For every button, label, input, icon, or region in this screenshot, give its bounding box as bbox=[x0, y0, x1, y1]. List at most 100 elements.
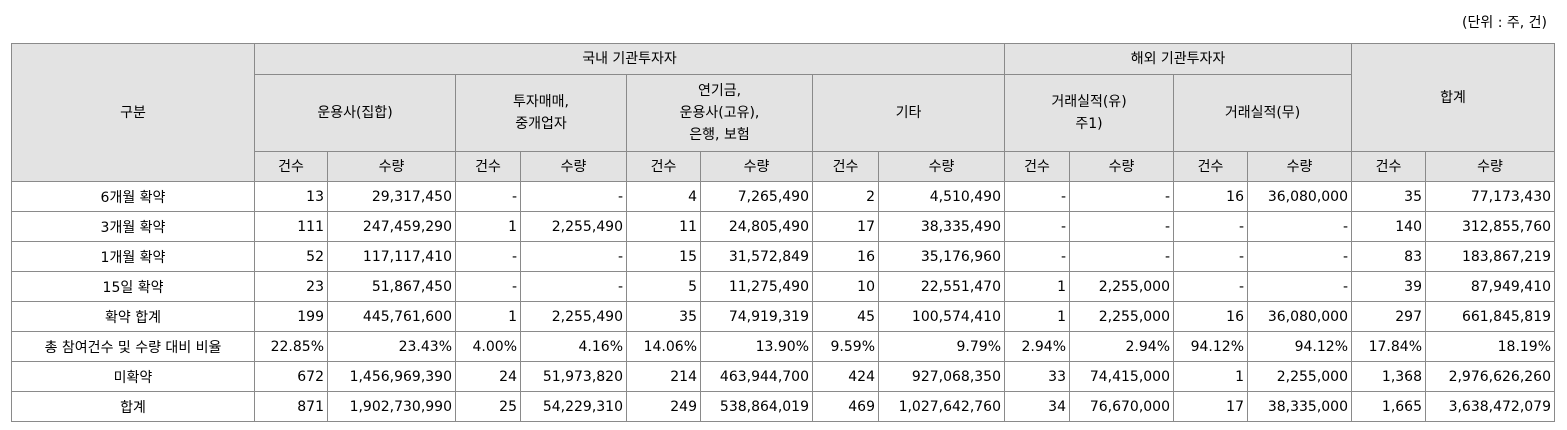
count-cell: 297 bbox=[1351, 301, 1426, 332]
count-cell: 25 bbox=[455, 391, 521, 422]
count-cell: - bbox=[455, 241, 521, 272]
count-header: 건수 bbox=[812, 151, 879, 182]
table-row: 6개월 확약 13 29,317,450- -4 7,265,490 2 4,510,490… bbox=[11, 181, 1556, 212]
quantity-cell: 927,068,350 bbox=[878, 361, 1005, 392]
unit-label: (단위 : 주, 건) bbox=[1462, 15, 1547, 31]
group-header-line: 투자매매, bbox=[513, 94, 569, 110]
count-cell: 1,368 bbox=[1351, 361, 1426, 392]
quantity-cell: - bbox=[520, 271, 627, 302]
count-cell: 15 bbox=[626, 241, 701, 272]
quantity-cell: 74,919,319 bbox=[700, 301, 813, 332]
quantity-header: 수량 bbox=[700, 151, 813, 182]
count-cell: 23 bbox=[254, 271, 328, 302]
row-label: 15일 확약 bbox=[11, 271, 255, 302]
quantity-cell: 36,080,000 bbox=[1247, 181, 1352, 212]
quantity-cell: 2,255,000 bbox=[1069, 271, 1174, 302]
row-label: 미확약 bbox=[11, 361, 255, 392]
count-cell: 17 bbox=[1173, 391, 1248, 422]
quantity-header: 수량 bbox=[878, 151, 1005, 182]
quantity-cell: 51,867,450 bbox=[327, 271, 456, 302]
count-header: 건수 bbox=[626, 151, 701, 182]
count-cell: 469 bbox=[812, 391, 879, 422]
count-cell: 2 bbox=[812, 181, 879, 212]
count-cell: 249 bbox=[626, 391, 701, 422]
table-row: 총 참여건수 및 수량 대비 비율 22.85% 23.43% 4.00% 4.16% 1… bbox=[11, 331, 1556, 362]
quantity-cell: - bbox=[1247, 241, 1352, 272]
table-row: 3개월 확약 111 247,459,290 1 2,255,490 11 24,805,4… bbox=[11, 211, 1556, 242]
quantity-cell: 23.43% bbox=[327, 331, 456, 362]
count-cell: 4 bbox=[626, 181, 701, 212]
quantity-cell: 54,229,310 bbox=[520, 391, 627, 422]
quantity-cell: 9.79% bbox=[878, 331, 1005, 362]
count-cell: 10 bbox=[812, 271, 879, 302]
count-cell: 1 bbox=[455, 211, 521, 242]
quantity-cell: 11,275,490 bbox=[700, 271, 813, 302]
count-cell: 4.00% bbox=[455, 331, 521, 362]
count-cell: 45 bbox=[812, 301, 879, 332]
quantity-cell: - bbox=[1069, 211, 1174, 242]
count-cell: 16 bbox=[812, 241, 879, 272]
quantity-cell: - bbox=[520, 181, 627, 212]
count-cell: 11 bbox=[626, 211, 701, 242]
row-label: 합계 bbox=[11, 391, 255, 422]
count-cell: 13 bbox=[254, 181, 328, 212]
count-header: 건수 bbox=[455, 151, 521, 182]
header-domestic: 국내 기관투자자 bbox=[254, 43, 1005, 75]
group-header-line: 중개업자 bbox=[515, 116, 567, 132]
header-total: 합계 bbox=[1350, 43, 1556, 152]
count-cell: - bbox=[455, 271, 521, 302]
quantity-cell: 38,335,000 bbox=[1247, 391, 1352, 422]
count-cell: 16 bbox=[1173, 301, 1248, 332]
count-cell: - bbox=[1173, 271, 1248, 302]
group-asset-manager: 운용사(집합) bbox=[254, 74, 456, 152]
quantity-cell: 22,551,470 bbox=[878, 271, 1005, 302]
row-label: 1개월 확약 bbox=[11, 241, 255, 272]
count-cell: - bbox=[1173, 241, 1248, 272]
quantity-cell: 94.12% bbox=[1247, 331, 1352, 362]
count-cell: 111 bbox=[254, 211, 328, 242]
table-row: 합계 871 1,902,730,990 25 54,229,310 249 538,864… bbox=[11, 391, 1556, 422]
quantity-cell: 13.90% bbox=[700, 331, 813, 362]
count-cell: 871 bbox=[254, 391, 328, 422]
count-cell: 5 bbox=[626, 271, 701, 302]
table-row: 확약 합계 199 445,761,600 1 2,255,490 35 74,919,31… bbox=[11, 301, 1556, 332]
quantity-cell: 31,572,849 bbox=[700, 241, 813, 272]
quantity-cell: 183,867,219 bbox=[1424, 241, 1556, 272]
group-header-line: 거래실적(무) bbox=[1224, 105, 1301, 121]
count-header: 건수 bbox=[1173, 151, 1248, 182]
quantity-cell: 100,574,410 bbox=[878, 301, 1005, 332]
quantity-cell: 117,117,410 bbox=[327, 241, 456, 272]
quantity-cell: 24,805,490 bbox=[700, 211, 813, 242]
count-cell: 14.06% bbox=[626, 331, 701, 362]
quantity-cell: 312,855,760 bbox=[1424, 211, 1556, 242]
header-category: 구분 bbox=[11, 43, 255, 182]
quantity-header: 수량 bbox=[327, 151, 456, 182]
count-cell: 1 bbox=[1004, 271, 1070, 302]
quantity-cell: 1,456,969,390 bbox=[327, 361, 456, 392]
count-cell: 17 bbox=[812, 211, 879, 242]
quantity-cell: 36,080,000 bbox=[1247, 301, 1352, 332]
count-cell: 94.12% bbox=[1173, 331, 1248, 362]
group-header-line: 연기금, bbox=[697, 83, 742, 99]
quantity-cell: - bbox=[1247, 211, 1352, 242]
quantity-cell: 51,973,820 bbox=[520, 361, 627, 392]
count-header: 건수 bbox=[254, 151, 328, 182]
row-label: 확약 합계 bbox=[11, 301, 255, 332]
count-cell: 1 bbox=[1004, 301, 1070, 332]
group-broker-dealer: 투자매매, 중개업자 bbox=[455, 74, 627, 152]
count-cell: 199 bbox=[254, 301, 328, 332]
quantity-cell: 29,317,450 bbox=[327, 181, 456, 212]
quantity-cell: 2.94% bbox=[1069, 331, 1174, 362]
count-header: 건수 bbox=[1351, 151, 1426, 182]
lockup-table: 구분 국내 기관투자자 해외 기관투자자 합계 운용사(집합) 투자매매, 중개업자… bbox=[11, 43, 1556, 422]
quantity-header: 수량 bbox=[1069, 151, 1174, 182]
quantity-cell: - bbox=[1069, 241, 1174, 272]
quantity-cell: 18.19% bbox=[1424, 331, 1556, 362]
group-header-line: 기타 bbox=[895, 105, 922, 121]
quantity-cell: 1,902,730,990 bbox=[327, 391, 456, 422]
quantity-cell: 76,670,000 bbox=[1069, 391, 1174, 422]
quantity-cell: 2,976,626,260 bbox=[1424, 361, 1556, 392]
count-cell: - bbox=[1004, 181, 1070, 212]
group-overseas-with-record: 거래실적(유) 주1) bbox=[1004, 74, 1174, 152]
quantity-cell: 87,949,410 bbox=[1424, 271, 1556, 302]
